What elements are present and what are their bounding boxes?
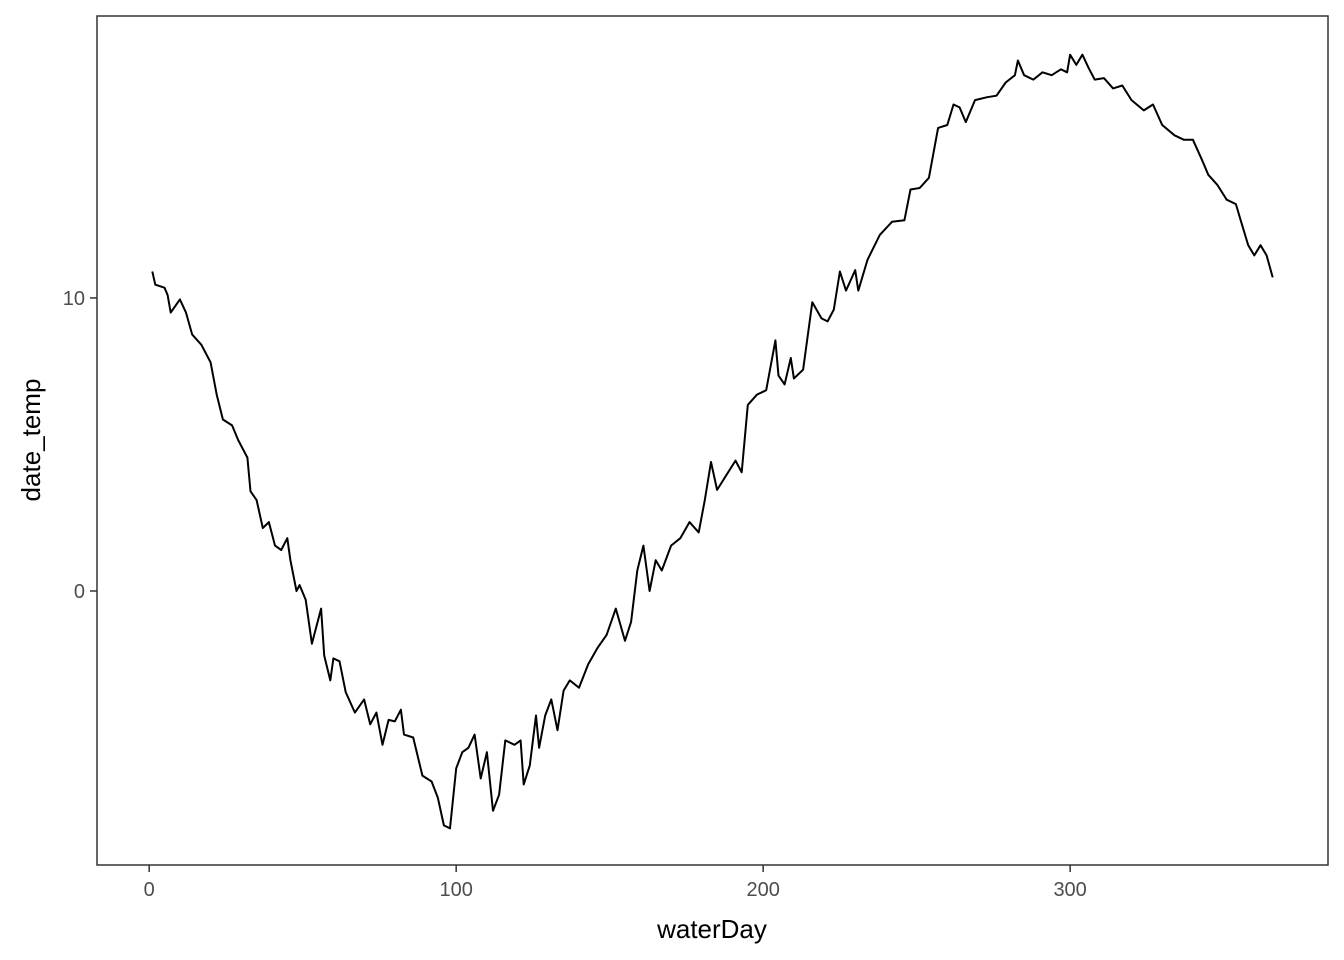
- panel-border: [96, 15, 1329, 866]
- line: [151, 53, 1274, 830]
- y-axis-title: date_temp: [16, 379, 46, 502]
- x-tick-label: 300: [1053, 879, 1086, 901]
- x-tick-label: 200: [746, 879, 779, 901]
- x-axis-title: waterDay: [656, 914, 767, 944]
- x-tick-label: 0: [144, 879, 155, 901]
- x-tick-label: 100: [439, 879, 472, 901]
- y-tick-label: 0: [74, 581, 85, 603]
- y-tick-label: 10: [63, 288, 85, 310]
